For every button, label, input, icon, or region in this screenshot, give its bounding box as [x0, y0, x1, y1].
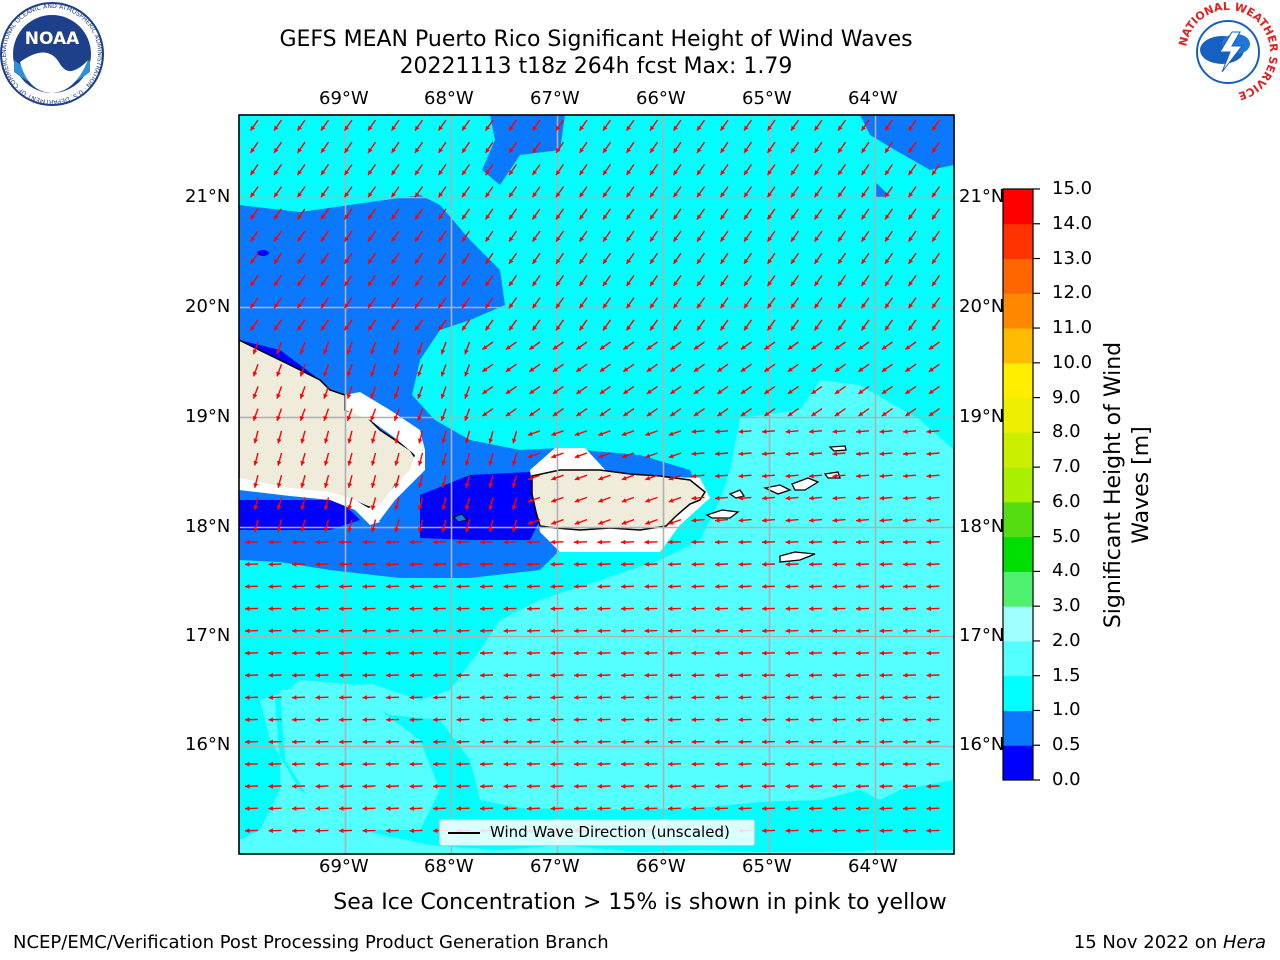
wave-band-0.0-0.5-south — [239, 500, 360, 530]
lon-label-bottom: 68°W — [424, 856, 474, 877]
colorbar-band — [1003, 571, 1033, 607]
colorbar-band — [1003, 501, 1033, 538]
colorbar-band — [1003, 536, 1033, 572]
map-gridlines — [239, 115, 954, 854]
colorbar-tick-label: 11.0 — [1052, 317, 1093, 339]
lat-label-right: 21°N — [959, 186, 1003, 207]
virgin-islands-2 — [791, 477, 820, 491]
colorbar-tick-label: 8.0 — [1052, 421, 1081, 443]
lon-label-bottom: 64°W — [848, 856, 898, 877]
colorbar-tick-label: 0.5 — [1052, 734, 1081, 756]
colorbar-band — [1003, 362, 1033, 399]
virgin-islands-1 — [762, 484, 792, 495]
colorbar-tick-label: 15.0 — [1052, 178, 1093, 199]
lat-label-right: 19°N — [959, 406, 1003, 427]
lon-label-top: 67°W — [530, 88, 580, 109]
lat-label-left: 19°N — [185, 406, 231, 427]
colorbar-border — [1002, 188, 1034, 781]
lat-label-right: 18°N — [959, 516, 1003, 537]
colorbar-tick-label: 5.0 — [1052, 525, 1081, 547]
puerto-rico-land — [531, 469, 706, 531]
colorbar-band — [1003, 432, 1033, 468]
culebra-island — [728, 489, 746, 499]
vieques-island — [705, 509, 740, 519]
colorbar-tick-label: 14.0 — [1052, 212, 1093, 234]
wave-band-0.0-0.5-mona — [420, 472, 540, 540]
title-line-2: 20221113 t18z 264h fcst Max: 1.79 — [399, 54, 793, 79]
lon-label-bottom: 69°W — [319, 856, 369, 877]
colorbar-band — [1003, 606, 1033, 642]
sea-ice-note: Sea Ice Concentration > 15% is shown in … — [333, 890, 947, 915]
colorbar-tick-label: 2.0 — [1052, 629, 1081, 651]
title-line-1: GEFS MEAN Puerto Rico Significant Height… — [279, 27, 913, 52]
lat-label-right: 16°N — [959, 734, 1003, 755]
colorbar-tick-label: 6.0 — [1052, 490, 1081, 512]
hispaniola-white-mask — [345, 392, 425, 525]
colorbar-tick-label: 9.0 — [1052, 386, 1081, 408]
colorbar — [1003, 188, 1040, 781]
lat-label-left: 18°N — [185, 516, 231, 537]
colorbar-band — [1003, 675, 1033, 711]
st-croix-island — [779, 551, 816, 563]
colorbar-band — [1003, 640, 1033, 677]
colorbar-tick-label: 10.0 — [1052, 351, 1093, 373]
colorbar-band — [1003, 189, 1033, 225]
lat-label-left: 17°N — [185, 625, 231, 646]
footer-branch: NCEP/EMC/Verification Post Processing Pr… — [13, 932, 609, 953]
colorbar-title: Significant Height of Wind Waves [m] — [1101, 341, 1154, 629]
lon-label-top: 65°W — [742, 88, 792, 109]
colorbar-band — [1003, 467, 1033, 503]
noaa-logo: NATIONAL OCEANIC AND ATMOSPHERIC ADMINIS… — [0, 2, 104, 106]
lon-label-top: 69°W — [319, 88, 369, 109]
lon-label-bottom: 67°W — [530, 856, 580, 877]
wind-wave-direction-arrows — [244, 119, 941, 834]
legend-label: Wind Wave Direction (unscaled) — [490, 823, 730, 841]
wave-band-1.5-2.0-southwest — [280, 690, 440, 830]
colorbar-band — [1003, 710, 1033, 746]
lon-label-top: 68°W — [424, 88, 474, 109]
colorbar-band — [1003, 258, 1033, 294]
colorbar-tick-label: 13.0 — [1052, 247, 1093, 269]
colorbar-tick-label: 1.0 — [1052, 699, 1081, 721]
colorbar-tick-label: 12.0 — [1052, 282, 1093, 304]
lat-label-right: 20°N — [959, 296, 1003, 317]
footer-date: 15 Nov 2022 on Hera — [1073, 932, 1266, 953]
colorbar-band — [1003, 397, 1033, 433]
map-border — [238, 114, 955, 855]
noaa-logo-text: NOAA — [25, 29, 80, 49]
colorbar-band — [1003, 328, 1033, 364]
lat-label-right: 17°N — [959, 625, 1003, 646]
colorbar-tick-label: 3.0 — [1052, 595, 1081, 617]
wave-band-1.5-2.0-east — [239, 380, 954, 854]
colorbar-tick-label: 1.5 — [1052, 664, 1081, 686]
anegada-island — [828, 445, 847, 452]
lat-label-left: 20°N — [185, 296, 231, 317]
colorbar-band — [1003, 745, 1033, 781]
wave-band-0.5-1.0-northeast — [860, 115, 954, 170]
lon-label-top: 66°W — [636, 88, 686, 109]
colorbar-tick-label: 4.0 — [1052, 560, 1081, 582]
lon-label-bottom: 66°W — [636, 856, 686, 877]
lat-label-left: 21°N — [185, 186, 231, 207]
lon-label-top: 64°W — [848, 88, 898, 109]
lon-label-bottom: 65°W — [742, 856, 792, 877]
lat-label-left: 16°N — [185, 734, 231, 755]
map-legend: Wind Wave Direction (unscaled) — [439, 819, 755, 846]
wave-band-0.5-1.0-north-tongue — [482, 115, 565, 185]
colorbar-band — [1003, 293, 1033, 329]
colorbar-tick-label: 7.0 — [1052, 456, 1081, 478]
nws-logo: NATIONAL WEATHER SERVICE — [1176, 0, 1280, 103]
legend-line-sample — [448, 832, 480, 834]
colorbar-tick-label: 0.0 — [1052, 769, 1081, 790]
colorbar-band — [1003, 223, 1033, 260]
